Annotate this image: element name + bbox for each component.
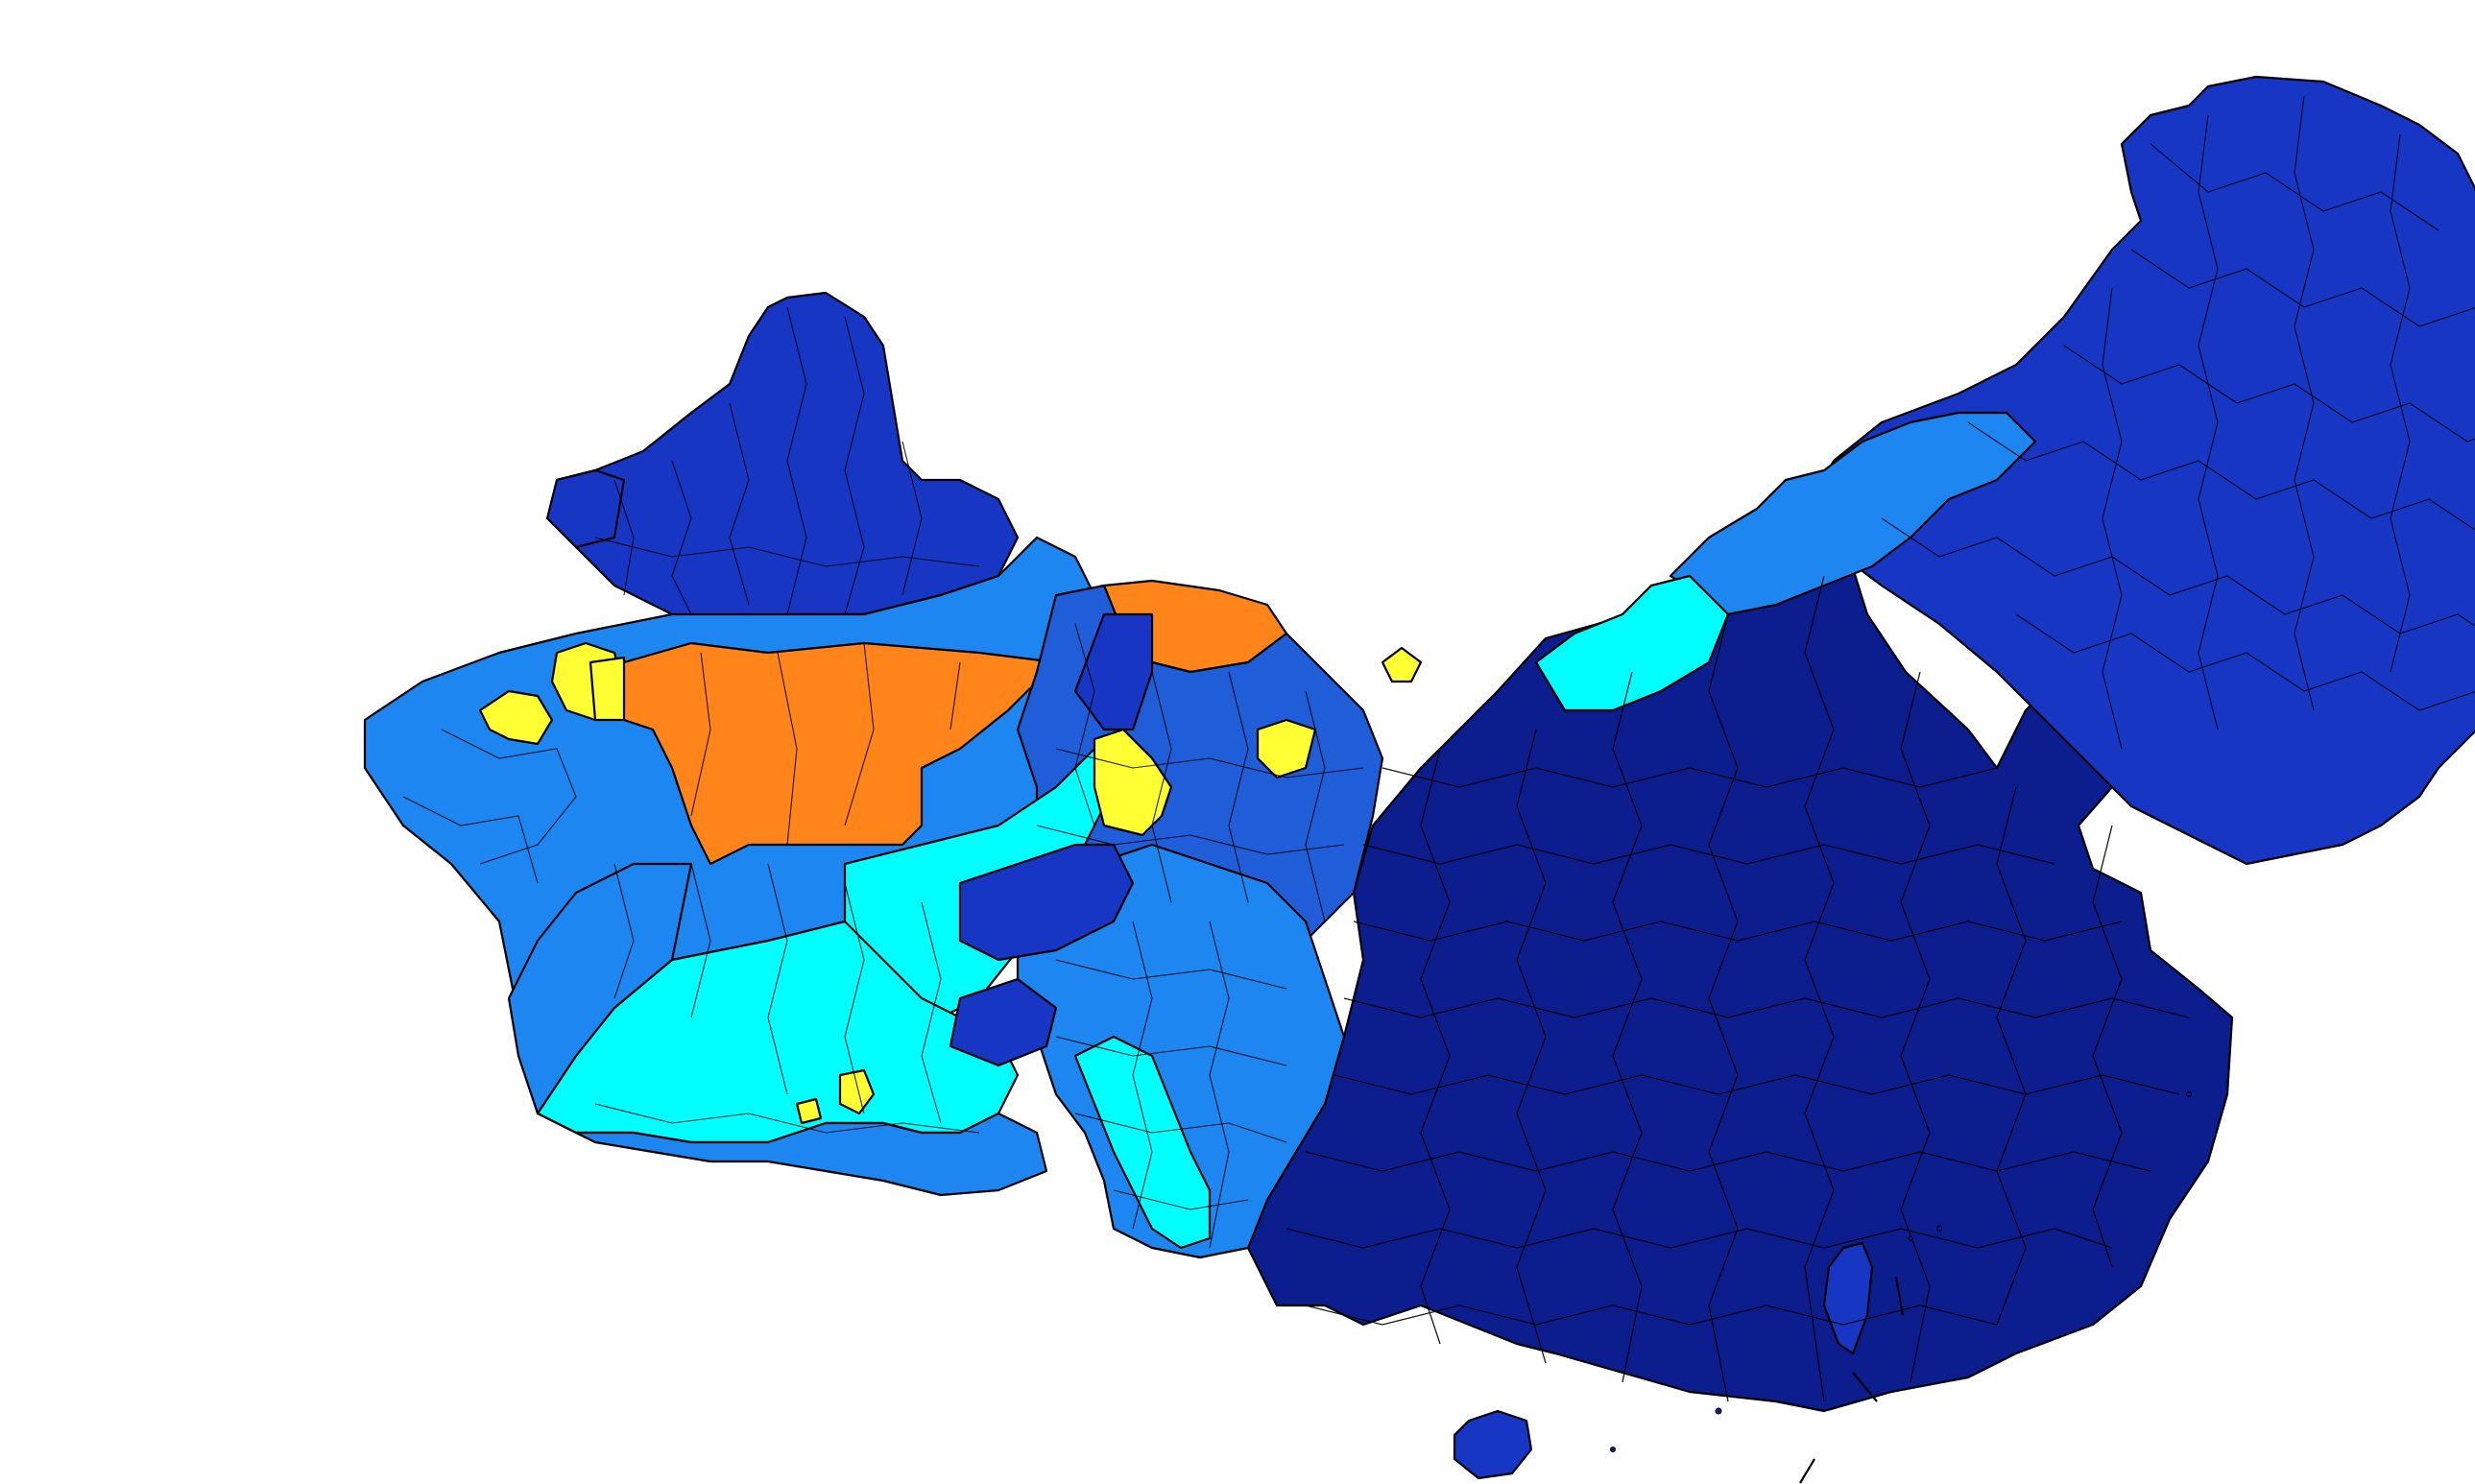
region-tarim-basin-counties bbox=[593, 641, 1058, 866]
region-inner-mongolia-east bbox=[1669, 411, 2037, 616]
region-yellow-kashgar-3 bbox=[589, 656, 626, 722]
island-dot bbox=[2186, 1091, 2192, 1097]
island-dot bbox=[1610, 1447, 1616, 1452]
region-yellow-innermongolia bbox=[1381, 646, 1423, 683]
region-hainan bbox=[1453, 1409, 1533, 1480]
region-taiwan bbox=[1822, 1241, 1874, 1355]
region-tibet-south bbox=[536, 1112, 1048, 1197]
region-yellow-gansu-1 bbox=[1093, 728, 1173, 837]
region-yellow-gansu-2 bbox=[1256, 718, 1317, 779]
region-ili-counties bbox=[545, 468, 626, 549]
region-north-xinjiang-counties bbox=[555, 291, 1020, 626]
region-tibet-east-counties bbox=[949, 977, 1058, 1067]
region-yunnan-cyan-counties bbox=[1073, 1035, 1212, 1250]
sea-boundary-dash-3 bbox=[1799, 1458, 1815, 1484]
region-yellow-tibet-2 bbox=[795, 1097, 823, 1125]
region-qinghai-east-counties bbox=[958, 843, 1135, 962]
island-dot bbox=[1908, 1235, 1913, 1241]
county-boundaries-northeast bbox=[1881, 95, 2475, 750]
region-ningxia-counties bbox=[1073, 612, 1154, 731]
region-yellow-kashgar-2 bbox=[478, 689, 554, 746]
region-xinjiang-southwest bbox=[507, 862, 693, 1115]
county-boundaries-east bbox=[1286, 575, 2190, 1402]
sea-boundary-dash-1 bbox=[1894, 1276, 1905, 1316]
region-sichuan-yunnan-counties bbox=[1016, 843, 1346, 1259]
sea-boundary-dash-2 bbox=[1852, 1372, 1878, 1402]
region-yellow-tibet-1 bbox=[838, 1068, 876, 1115]
county-boundaries-west bbox=[402, 306, 1364, 1249]
island-dot bbox=[1936, 1226, 1942, 1232]
island-dot bbox=[1715, 1407, 1722, 1415]
